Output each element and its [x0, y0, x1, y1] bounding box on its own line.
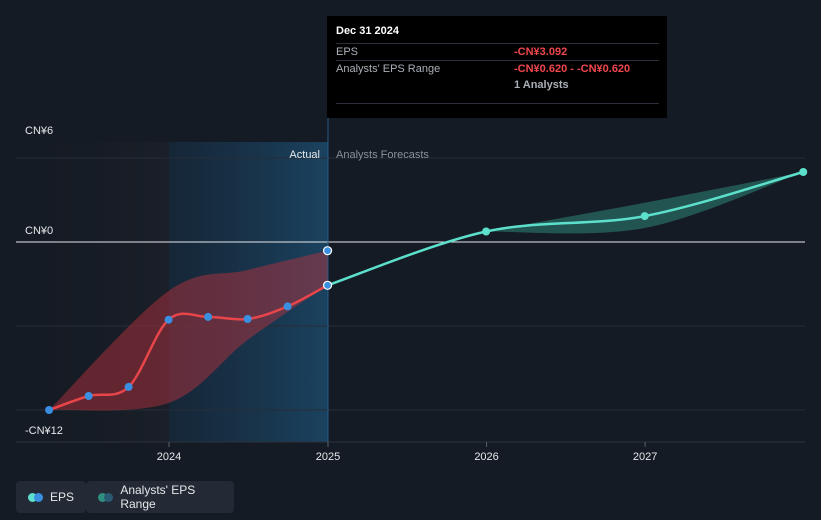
eps-point-7: [322, 280, 333, 290]
legend-eps-label: EPS: [49, 490, 74, 504]
legend-eps-button[interactable]: EPS: [16, 481, 86, 513]
eps-points: [45, 168, 808, 414]
eps-point-4: [204, 312, 213, 321]
x-tick-label-2: 2026: [474, 451, 498, 463]
tooltip-analysts: 1 Analysts: [514, 79, 569, 91]
x-tick-label-1: 2025: [316, 451, 340, 463]
legend-eps-range-button[interactable]: Analysts' EPS Range: [86, 481, 234, 513]
eps-line-1: [326, 170, 805, 287]
eps-point-6: [283, 302, 292, 311]
tooltip-range-value: -CN¥0.620 - -CN¥0.620: [514, 63, 631, 75]
eps-range-band-1: [486, 172, 804, 234]
tooltip-eps-row: EPS -CN¥3.092: [336, 43, 659, 60]
eps-point-5: [243, 315, 252, 323]
eps-line-0: [47, 284, 329, 412]
tooltip-eps-value: -CN¥3.092: [514, 46, 568, 58]
tooltip-range-label: Analysts' EPS Range: [336, 63, 441, 75]
y-tick-label-0: CN¥6: [25, 125, 53, 137]
eps-point-3: [164, 315, 173, 324]
y-tick-label-1: CN¥0: [25, 225, 53, 237]
eps-lines: [47, 170, 805, 412]
eps-range-legend-icon: [98, 492, 113, 502]
actual-label: Actual: [289, 149, 320, 161]
eps-point-1: [84, 392, 93, 400]
x-tick-label-3: 2027: [633, 451, 657, 463]
tooltip-range-row: Analysts' EPS Range -CN¥0.620 - -CN¥0.62…: [336, 60, 659, 77]
forecast-label: Analysts Forecasts: [336, 149, 429, 161]
eps-legend-icon: [28, 492, 43, 502]
eps-range-band-0: [49, 250, 328, 411]
past-region: [16, 142, 169, 442]
eps-point-2: [124, 382, 133, 391]
tooltip-analysts-row: 1 Analysts: [336, 77, 659, 93]
tooltip-eps-label: EPS: [336, 46, 359, 58]
forecast-point-1: [640, 212, 649, 221]
actual-shaded-region: [169, 142, 328, 442]
y-tick-label-2: -CN¥12: [25, 425, 63, 437]
eps-range-bands: [49, 172, 804, 411]
eps-point-0: [45, 406, 54, 414]
forecast-point-0: [482, 227, 491, 236]
highlight-point: [322, 246, 333, 256]
tooltip-date: Dec 31 2024: [336, 25, 399, 37]
legend-eps-range-label: Analysts' EPS Range: [120, 483, 196, 511]
forecast-point-2: [799, 168, 808, 176]
x-tick-label-0: 2024: [157, 451, 181, 463]
tooltip: Dec 31 2024 EPS -CN¥3.092 Analysts' EPS …: [327, 16, 667, 118]
tooltip-divider: [336, 103, 659, 104]
chart-labels: CN¥6 CN¥0 -CN¥12 2024 2025 2026 2027 Actual Anal…: [25, 125, 657, 463]
grid-lines: [16, 118, 805, 443]
